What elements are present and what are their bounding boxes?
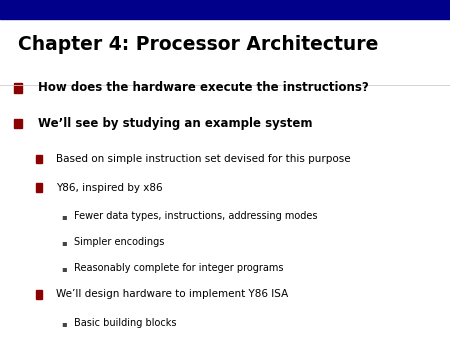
Text: We’ll see by studying an example system: We’ll see by studying an example system [38, 117, 313, 130]
Text: Fewer data types, instructions, addressing modes: Fewer data types, instructions, addressi… [74, 211, 318, 221]
Bar [14, 83, 22, 93]
Text: Simpler encodings: Simpler encodings [74, 237, 165, 247]
Text: Basic building blocks: Basic building blocks [74, 318, 177, 328]
Text: Chapter 4: Processor Architecture: Chapter 4: Processor Architecture [18, 35, 378, 54]
Bar [36, 154, 42, 163]
Bar [14, 119, 22, 128]
Text: Reasonably complete for integer programs: Reasonably complete for integer programs [74, 263, 284, 273]
Text: Y86, inspired by x86: Y86, inspired by x86 [56, 183, 163, 193]
Text: ▪: ▪ [62, 212, 68, 221]
Text: How does the hardware execute the instructions?: How does the hardware execute the instru… [38, 81, 369, 94]
Text: ▪: ▪ [62, 319, 68, 328]
Text: ▪: ▪ [62, 264, 68, 273]
Bar [36, 290, 42, 299]
Text: Based on simple instruction set devised for this purpose: Based on simple instruction set devised … [56, 154, 351, 164]
Bar [36, 183, 42, 192]
Text: ▪: ▪ [62, 238, 68, 247]
Text: We’ll design hardware to implement Y86 ISA: We’ll design hardware to implement Y86 I… [56, 289, 288, 299]
